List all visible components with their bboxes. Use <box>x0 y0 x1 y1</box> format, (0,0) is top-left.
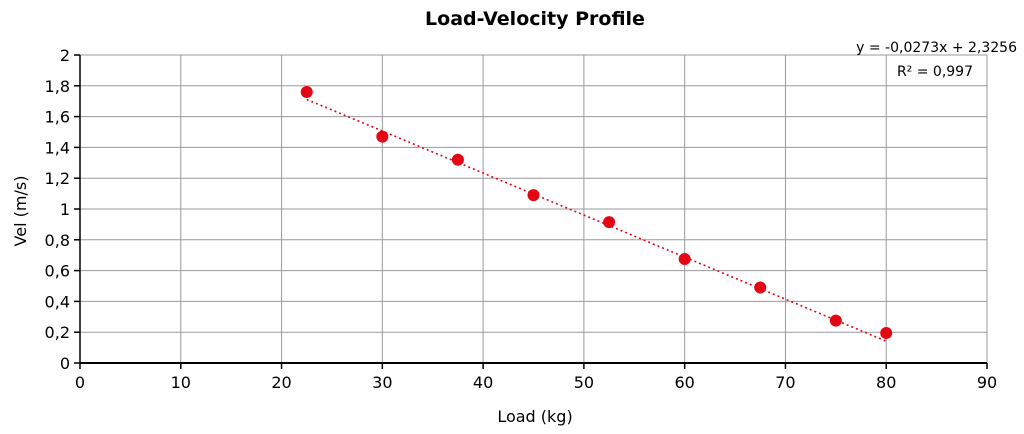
trendline-r-squared: R² = 0,997 <box>897 64 973 80</box>
data-point <box>527 189 540 202</box>
y-tick-labels: 0 0,2 0,4 0,6 0,8 1 1,2 1,4 1,6 1,8 2 <box>45 46 70 373</box>
data-point <box>451 153 464 166</box>
data-point <box>603 216 616 229</box>
chart-title: Load-Velocity Profile <box>425 8 645 30</box>
x-tick-label: 30 <box>372 373 392 392</box>
x-tick-label: 0 <box>75 373 85 392</box>
y-tick-label: 2 <box>60 46 70 65</box>
data-points <box>300 85 893 339</box>
data-point <box>300 85 313 98</box>
data-point <box>829 314 842 327</box>
y-tick-label: 1 <box>60 200 70 219</box>
x-axis-label: Load (kg) <box>497 407 572 426</box>
axes <box>74 54 988 369</box>
x-tick-label: 70 <box>775 373 795 392</box>
x-tick-label: 90 <box>977 373 997 392</box>
x-tick-label: 80 <box>876 373 896 392</box>
trendline-equation: y = -0,0273x + 2,3256 <box>856 40 1017 56</box>
x-tick-label: 20 <box>271 373 291 392</box>
y-tick-label: 0,4 <box>45 292 70 311</box>
data-point <box>754 281 767 294</box>
trendline <box>306 98 887 342</box>
y-tick-label: 1,8 <box>45 77 70 96</box>
y-tick-label: 0,8 <box>45 231 70 250</box>
data-point <box>376 130 389 143</box>
x-tick-label: 50 <box>574 373 594 392</box>
y-tick-label: 1,2 <box>45 169 70 188</box>
y-tick-label: 0 <box>60 354 70 373</box>
x-tick-label: 40 <box>473 373 493 392</box>
x-tick-label: 10 <box>171 373 191 392</box>
x-tick-labels: 0 10 20 30 40 50 60 70 80 90 <box>75 373 997 392</box>
y-tick-label: 1,6 <box>45 108 70 127</box>
y-tick-label: 0,2 <box>45 323 70 342</box>
x-tick-label: 60 <box>674 373 694 392</box>
data-point <box>678 253 691 266</box>
y-tick-label: 1,4 <box>45 138 70 157</box>
y-axis-label: Vel (m/s) <box>11 176 30 247</box>
y-tick-label: 0,6 <box>45 262 70 281</box>
grid-lines <box>80 54 988 363</box>
trendline-group <box>306 98 887 342</box>
data-point <box>880 326 893 339</box>
